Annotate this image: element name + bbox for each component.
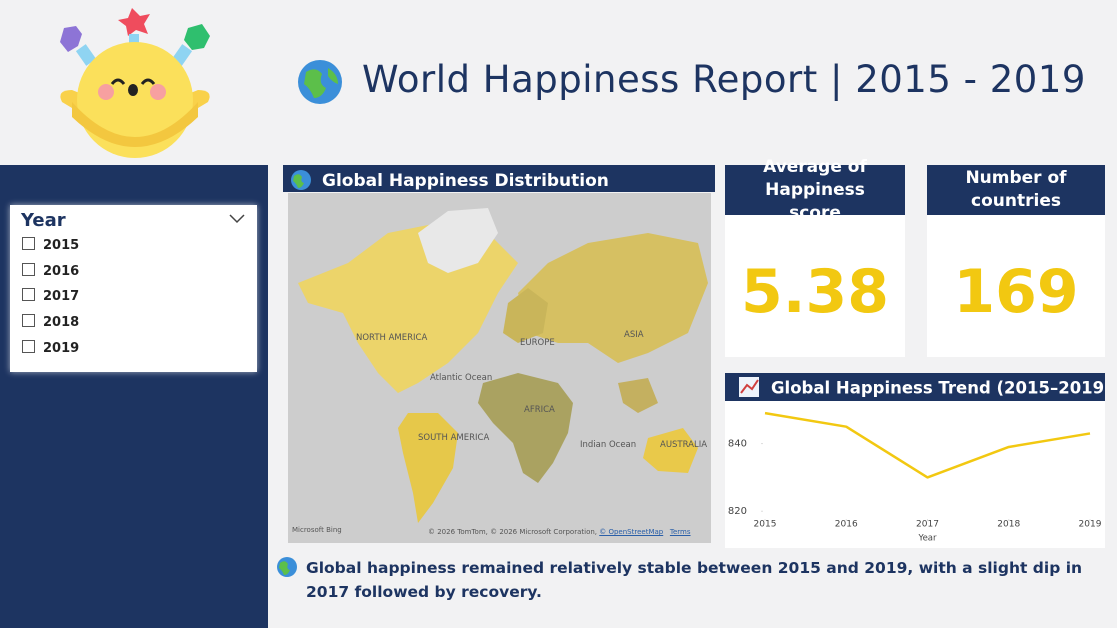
checkbox[interactable]: [22, 288, 35, 302]
slicer-option[interactable]: 2018: [22, 314, 79, 330]
insight-text: Global happiness remained relatively sta…: [306, 559, 1083, 601]
map-label: SOUTH AMERICA: [418, 433, 490, 443]
map-label: Atlantic Ocean: [430, 373, 493, 383]
kpi-label: Number of countries: [927, 165, 1105, 215]
option-label: 2016: [43, 263, 80, 279]
slicer-option[interactable]: 2016: [22, 262, 80, 279]
x-tick-label: 2016: [835, 520, 858, 530]
x-tick-label: 2019: [1079, 520, 1102, 530]
attribution-text: © 2026 TomTom, © 2026 Microsoft Corporat…: [428, 528, 598, 536]
x-axis-label: Year: [918, 534, 938, 544]
map-label: NORTH AMERICA: [356, 333, 428, 343]
x-tick-label: 2017: [916, 520, 939, 530]
year-slicer: Year 2015 2016 2017 2018 2019: [10, 205, 257, 372]
page-title: World Happiness Report | 2015 - 2019: [362, 58, 1086, 101]
x-tick-label: 2015: [754, 520, 777, 530]
y-tick-label: 840: [728, 439, 747, 450]
chart-title: Global Happiness Trend (2015–2019): [771, 379, 1105, 398]
kpi-card: Average of Happiness score 5.38: [725, 157, 905, 357]
x-tick-label: 2018: [997, 520, 1020, 530]
osm-link[interactable]: © OpenStreetMap: [599, 528, 664, 536]
dropdown-chevron[interactable]: [228, 213, 246, 225]
checkbox[interactable]: [22, 314, 35, 328]
trend-line: [764, 411, 1091, 479]
map-label: EUROPE: [520, 338, 555, 348]
checkbox[interactable]: [22, 262, 35, 276]
checkbox[interactable]: [22, 339, 35, 353]
trend-chart: Global Happiness Trend (2015–2019) 820 84…: [725, 373, 1105, 548]
map-header: [283, 165, 715, 192]
option-label: 2017: [43, 289, 80, 305]
globe-icon: [298, 60, 342, 104]
map-attribution: © 2026 TomTom, © 2026 Microsoft Corporat…: [428, 528, 691, 536]
slicer-option[interactable]: 2019: [22, 339, 80, 356]
map-label: AFRICA: [524, 405, 555, 415]
map-label: Indian Ocean: [580, 440, 637, 450]
kpi-value: 169: [953, 257, 1079, 327]
terms-link[interactable]: Terms: [669, 528, 691, 536]
map-labels: NORTH AMERICA EUROPE ASIA Atlantic Ocean…: [288, 193, 711, 543]
kpi-value: 5.38: [740, 257, 890, 327]
option-label: 2018: [43, 315, 80, 331]
map-title: Global Happiness Distribution: [322, 171, 609, 191]
slicer-option[interactable]: 2017: [22, 288, 79, 304]
option-label: 2019: [43, 340, 80, 356]
globe-icon: [277, 557, 297, 577]
mascot: [60, 8, 210, 158]
map[interactable]: [288, 193, 711, 543]
map-label: AUSTRALIA: [660, 440, 708, 450]
kpi-card: Number of countries 169: [927, 165, 1105, 357]
map-label: ASIA: [624, 330, 644, 340]
y-tick-label: 820: [728, 506, 747, 517]
slicer-option[interactable]: 2015: [22, 237, 79, 253]
kpi-label: Average of Happiness score: [725, 157, 905, 223]
map-provider: Microsoft Bing: [292, 526, 342, 534]
option-label: 2015: [43, 238, 80, 253]
slicer-title: Year: [21, 210, 66, 231]
checkbox[interactable]: [22, 237, 35, 250]
globe-icon: [291, 170, 311, 190]
